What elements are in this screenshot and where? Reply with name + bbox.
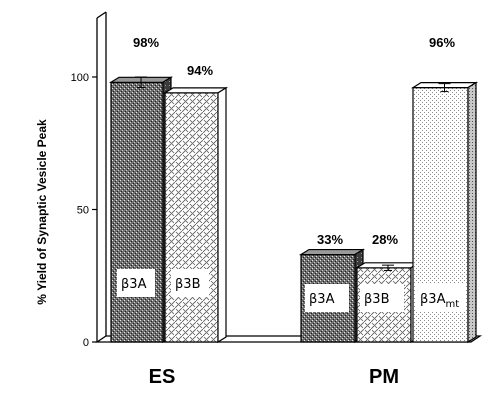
value-label: 96% [429,35,455,50]
category-label-es: ES [149,366,176,388]
bar-front [164,92,219,343]
category-label-pm: PM [369,366,399,388]
bar-label: β3A [121,277,147,292]
bar-side [467,81,477,344]
y-axis-label: % Yield of Synaptic Vesicle Peak [35,119,49,305]
error-bar [135,76,147,89]
bar-label-box [305,284,349,312]
value-label: 28% [372,232,398,247]
bar-label-box [171,269,209,297]
y-tick-label: 100 [71,72,89,84]
bar-label-box [360,284,404,312]
bar-label: β3A [309,292,335,307]
y-tick-label: 0 [83,337,89,349]
bar-label: β3B [364,292,390,307]
bar-label-box [416,284,466,312]
y-tick-label: 50 [77,205,89,217]
value-label: 98% [133,35,159,50]
bar-label: β3B [175,277,201,292]
y-axis-back-top [96,11,107,19]
bar-side [217,86,227,344]
bar-es-2 [162,86,229,344]
bar-top [162,87,229,94]
value-label: 94% [187,63,213,78]
error-bar [438,83,451,93]
bar-es-1 [108,76,174,344]
value-label: 33% [317,232,343,247]
error-bar [382,264,394,271]
bar-front [110,81,164,343]
bar-label-box [117,269,155,297]
bar-top [298,248,366,256]
